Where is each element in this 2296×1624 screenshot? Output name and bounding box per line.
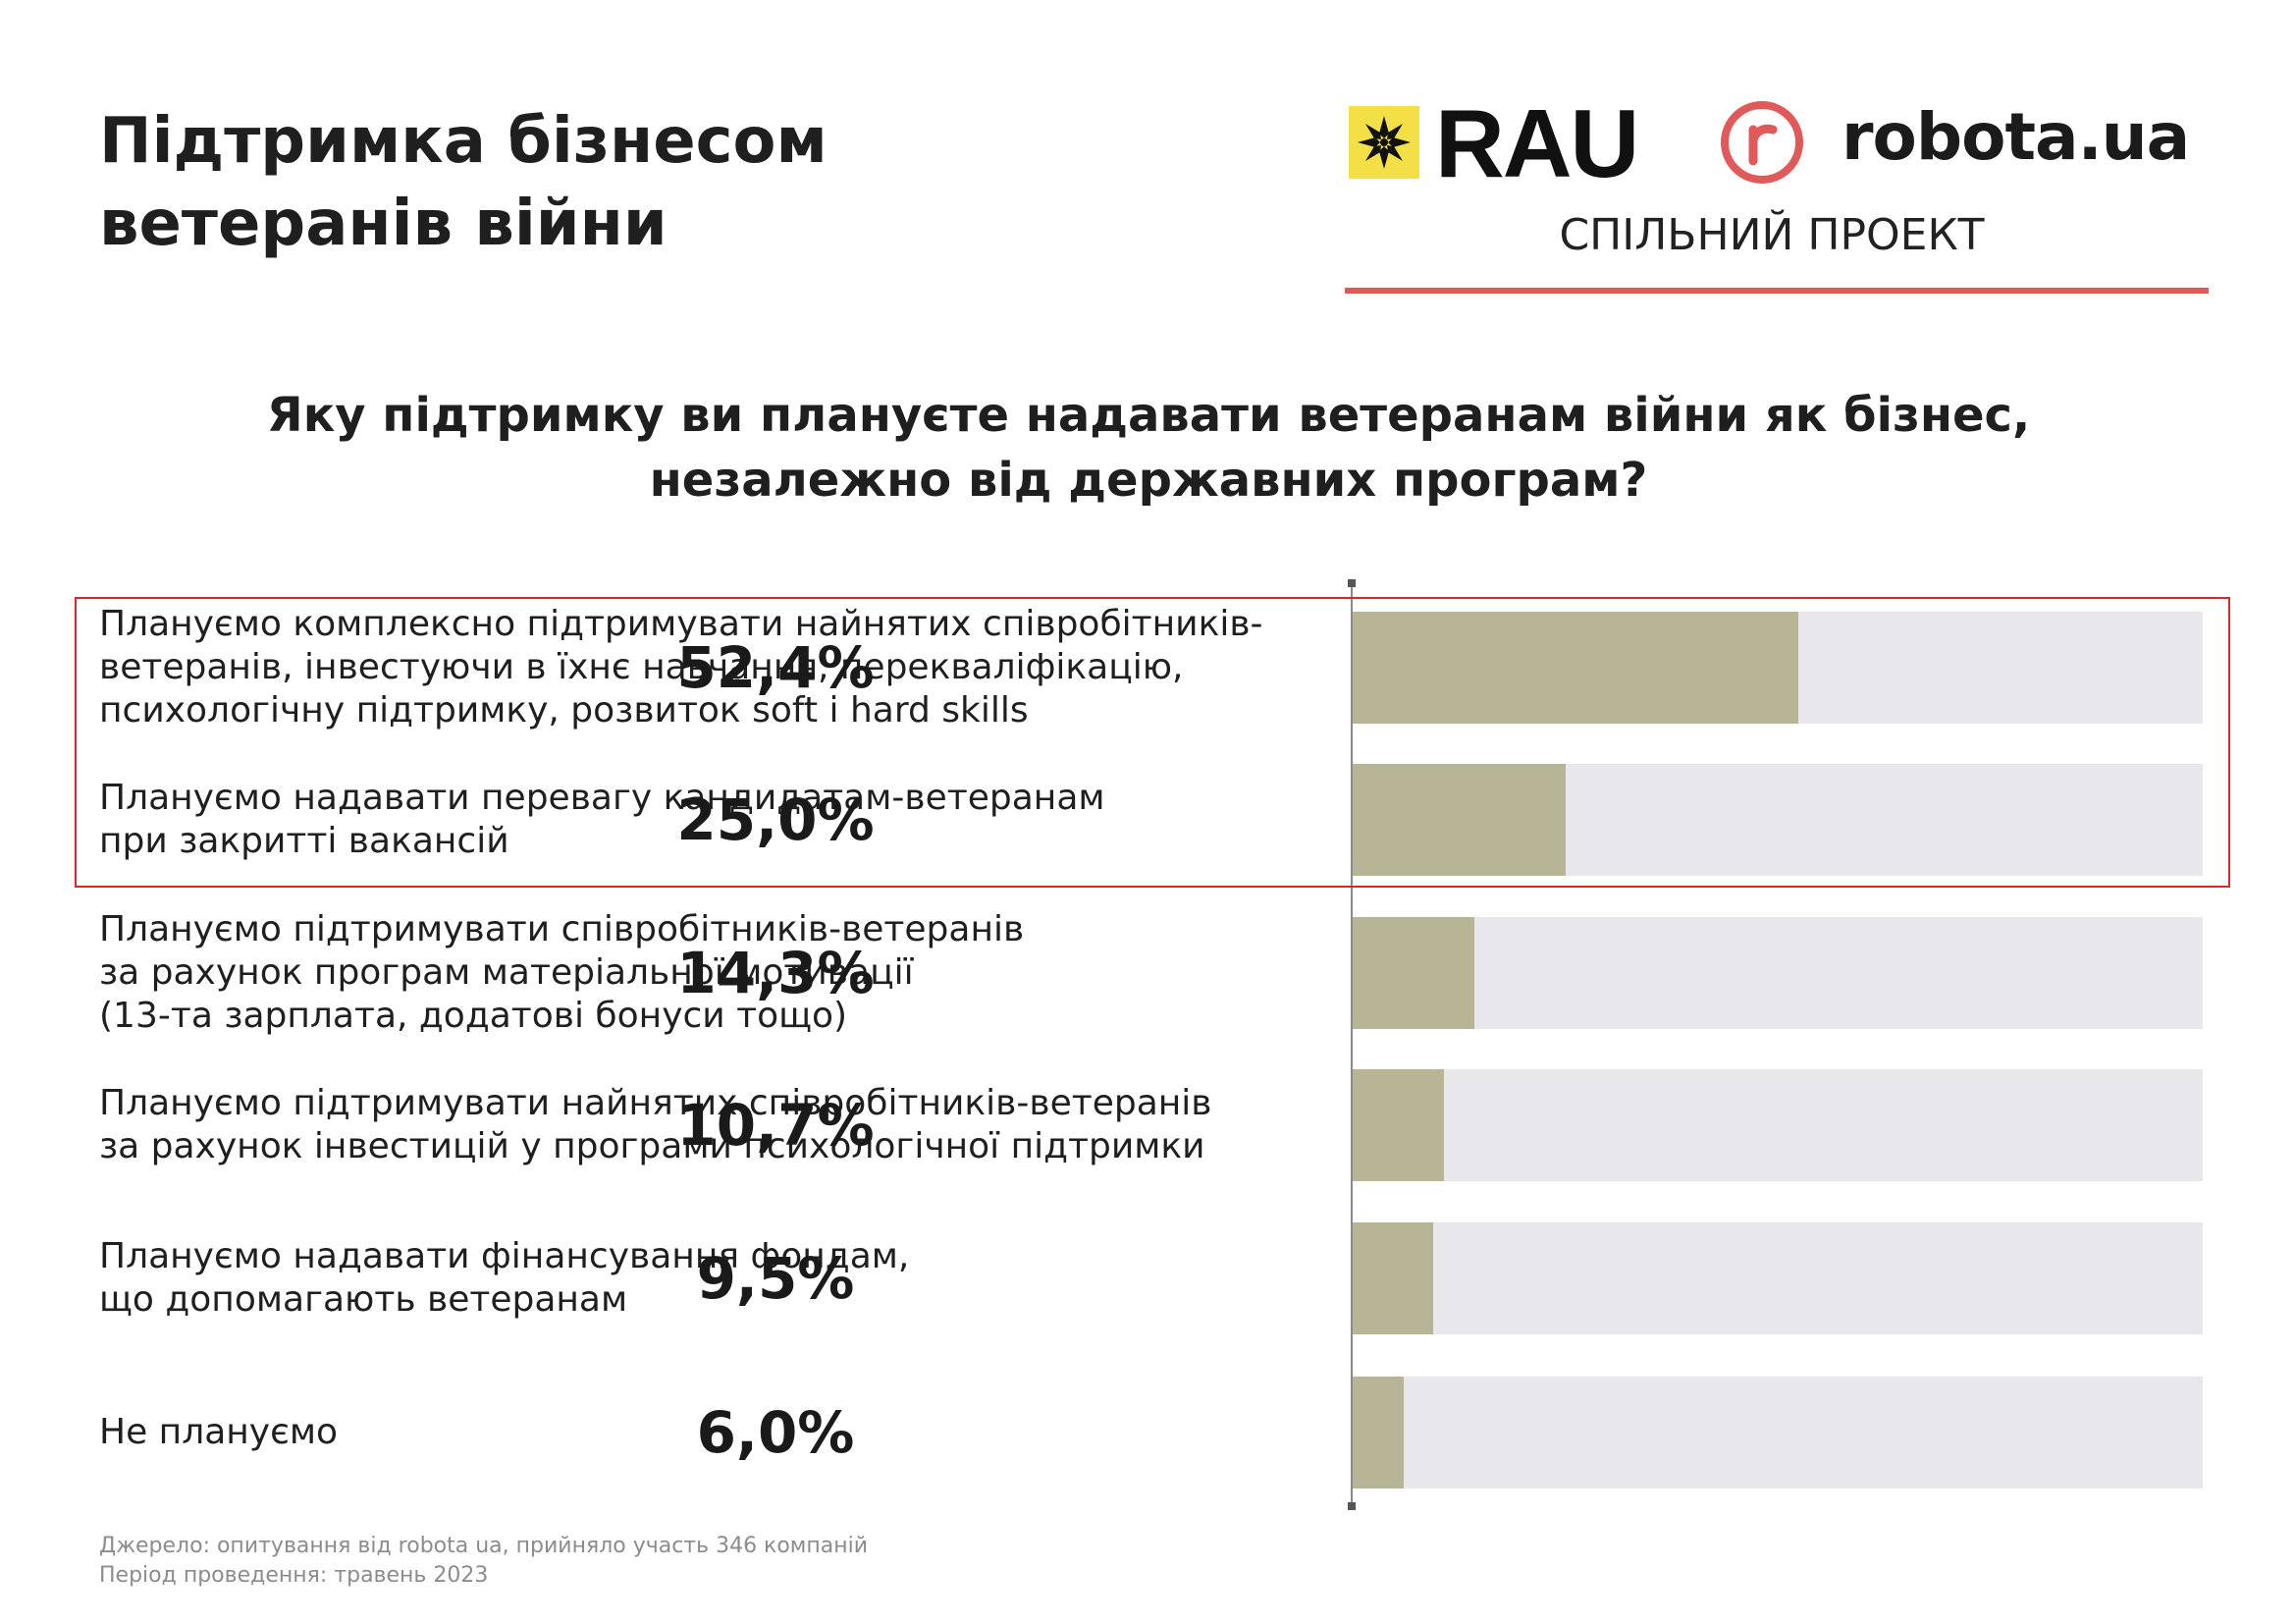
question-line-2: незалежно від державних програм? bbox=[649, 453, 1648, 508]
category-label-text: Плануємо підтримувати співробітників-вет… bbox=[99, 908, 1024, 1038]
joint-project-label: СПІЛЬНИЙ ПРОЕКТ bbox=[1559, 210, 1985, 260]
category-label-line: ветеранів, інвестуючи в їхнє навчання, п… bbox=[99, 647, 1184, 687]
bar bbox=[1353, 764, 1566, 876]
question-line-1: Яку підтримку ви плануєте надавати ветер… bbox=[266, 388, 2031, 443]
category-label-line: Плануємо надавати фінансування фондам, bbox=[99, 1236, 910, 1276]
bar bbox=[1353, 1377, 1404, 1489]
robota-logo-text: robota.ua bbox=[1842, 99, 2190, 175]
chart-axis-line bbox=[1351, 583, 1353, 1510]
chart-question: Яку підтримку ви плануєте надавати ветер… bbox=[147, 383, 2150, 513]
category-label-text: Плануємо комплексно підтримувати найняти… bbox=[99, 603, 1263, 732]
category-label-text: Плануємо підтримувати найнятих співробіт… bbox=[99, 1082, 1212, 1168]
category-label-line: (13-та зарплата, додатові бонуси тощо) bbox=[99, 996, 848, 1036]
category-label: Плануємо надавати фінансування фондам, що… bbox=[99, 1222, 1336, 1334]
bar-track: 25,0% bbox=[676, 764, 2203, 876]
axis-tick-top bbox=[1348, 579, 1356, 587]
category-label-text: Плануємо надавати перевагу кандидатам-ве… bbox=[99, 777, 1105, 863]
category-label: Не плануємо bbox=[99, 1377, 1336, 1489]
category-label-line: за рахунок інвестицій у програми психоло… bbox=[99, 1126, 1205, 1166]
bar bbox=[1353, 1069, 1444, 1181]
category-label-line: Плануємо підтримувати співробітників-вет… bbox=[99, 909, 1025, 949]
bar-value-label: 25,0% bbox=[676, 786, 875, 853]
bar-track: 9,5% bbox=[697, 1222, 2203, 1334]
category-label-line: за рахунок програм матеріальної мотиваці… bbox=[99, 952, 914, 993]
category-label-line: при закритті вакансій bbox=[99, 821, 509, 861]
bar-track: 10,7% bbox=[676, 1069, 2203, 1181]
bar-value-label: 6,0% bbox=[696, 1399, 855, 1466]
category-label-line: Не плануємо bbox=[99, 1412, 339, 1452]
category-label: Плануємо надавати перевагу кандидатам-ве… bbox=[99, 764, 1336, 876]
bar-value-label: 52,4% bbox=[676, 634, 875, 701]
category-label: Плануємо підтримувати співробітників-вет… bbox=[99, 909, 1336, 1036]
category-label: Плануємо підтримувати найнятих співробіт… bbox=[99, 1069, 1336, 1181]
category-label-line: Плануємо підтримувати найнятих співробіт… bbox=[99, 1083, 1212, 1123]
footnote-period: Період проведення: травень 2023 bbox=[99, 1563, 489, 1588]
rau-logo-text: RAU bbox=[1435, 89, 1639, 197]
category-label-text: Плануємо надавати фінансування фондам, що… bbox=[99, 1235, 909, 1322]
header-divider bbox=[1345, 288, 2209, 294]
category-label-line: психологічну підтримку, розвиток soft і … bbox=[99, 690, 1029, 731]
bar-value-label: 9,5% bbox=[696, 1245, 855, 1312]
bar-track: 52,4% bbox=[676, 612, 2203, 724]
category-label-line: що допомагають ветеранам bbox=[99, 1279, 628, 1320]
category-label-line: Плануємо комплексно підтримувати найняти… bbox=[99, 604, 1263, 644]
page-title-line-2: ветеранів війни bbox=[99, 188, 667, 260]
robota-logo-icon bbox=[1720, 100, 1804, 185]
footnote-source: Джерело: опитування від robota ua, прийн… bbox=[99, 1534, 869, 1558]
axis-tick-bottom bbox=[1348, 1502, 1356, 1510]
category-label-line: Плануємо надавати перевагу кандидатам-ве… bbox=[99, 778, 1105, 818]
bar bbox=[1353, 612, 1798, 724]
bar bbox=[1353, 1222, 1434, 1334]
bar-value-label: 10,7% bbox=[676, 1092, 875, 1159]
category-label: Плануємо комплексно підтримувати найняти… bbox=[99, 604, 1336, 731]
page-title-line-1: Підтримка бізнесом bbox=[99, 105, 828, 178]
page-title: Підтримка бізнесом ветеранів війни bbox=[99, 100, 983, 265]
category-label-text: Не плануємо bbox=[99, 1411, 338, 1454]
bar-value-label: 14,3% bbox=[676, 940, 875, 1006]
rau-logo-icon bbox=[1349, 106, 1419, 179]
bar bbox=[1353, 917, 1474, 1029]
bar-track: 6,0% bbox=[697, 1377, 2203, 1489]
bar-track: 14,3% bbox=[676, 917, 2203, 1029]
highlight-frame bbox=[75, 597, 2230, 888]
